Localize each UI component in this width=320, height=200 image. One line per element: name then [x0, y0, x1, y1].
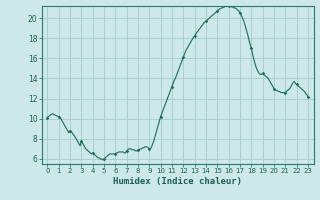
X-axis label: Humidex (Indice chaleur): Humidex (Indice chaleur) [113, 177, 242, 186]
